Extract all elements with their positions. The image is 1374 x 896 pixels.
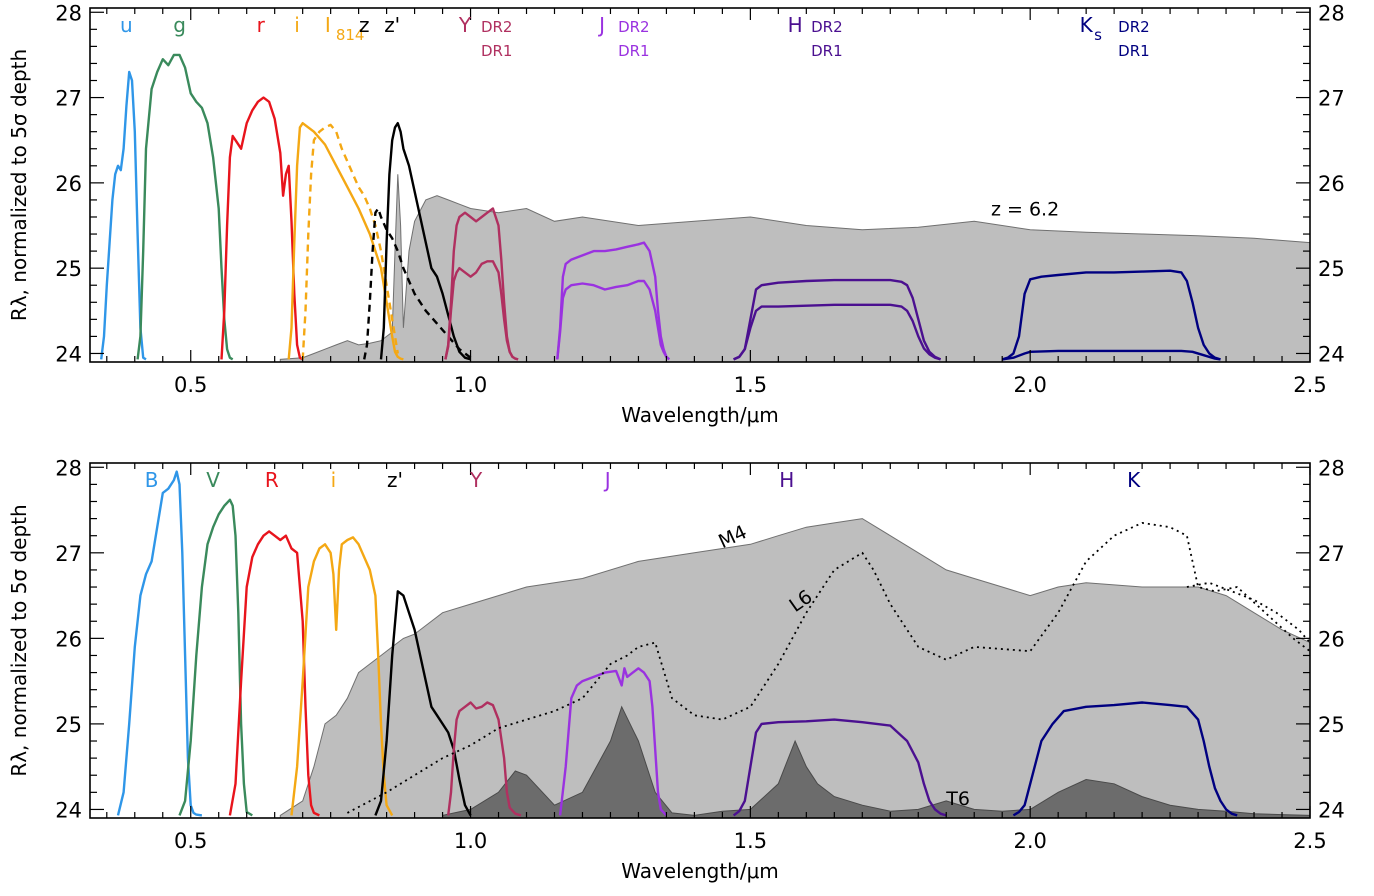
series-line-12 — [733, 303, 941, 361]
series-line-0 — [100, 70, 147, 361]
y-axis-label: Rλ, normalized to 5σ depth — [7, 504, 31, 776]
series-line-2 — [228, 530, 320, 817]
band-label: H — [788, 13, 803, 37]
series-line-5 — [363, 207, 472, 360]
y-tick-label-left: 26 — [55, 172, 82, 196]
plot-area — [116, 470, 1310, 818]
y-tick-label-left: 26 — [55, 627, 82, 651]
plot-frame — [89, 462, 1311, 819]
y-tick-label-right: 25 — [1318, 257, 1345, 281]
y-tick-label-left: 27 — [55, 87, 82, 111]
series-line-8 — [444, 260, 519, 361]
band-label-dr2: DR2 — [811, 18, 843, 36]
series-line-14 — [1002, 349, 1221, 361]
x-tick-label: 1.0 — [454, 373, 487, 397]
y-tick-label-left: 24 — [55, 798, 82, 822]
y-tick-label-left: 27 — [55, 542, 82, 566]
series-line-7 — [732, 718, 947, 817]
band-label: i — [294, 13, 300, 37]
series-line-0 — [116, 470, 203, 817]
x-tick-label: 1.5 — [734, 829, 767, 853]
x-tick-label: 1.0 — [454, 829, 487, 853]
series-line-4 — [301, 123, 399, 360]
series-line-2 — [220, 96, 304, 361]
band-label: B — [145, 468, 159, 492]
band-label: J — [597, 13, 605, 37]
band-label: g — [173, 13, 186, 37]
band-label: Y — [469, 468, 483, 492]
x-tick-label: 1.5 — [734, 373, 767, 397]
redshift-annotation: z = 6.2 — [991, 198, 1059, 220]
panel-top: 0.5 1.0 1.5 2.0 2.5 24 24 25 25 26 26 27 27 28 28 Wavel… — [7, 1, 1345, 427]
x-tick-label: 0.5 — [174, 373, 207, 397]
band-label-dr2: DR2 — [481, 18, 513, 36]
band-label: K — [1127, 468, 1141, 492]
y-tick-label-right: 28 — [1318, 1, 1345, 25]
y-tick-label-right: 25 — [1318, 713, 1345, 737]
x-tick-label: 2.0 — [1013, 373, 1046, 397]
y-tick-label-left: 25 — [55, 257, 82, 281]
series-line-9 — [556, 241, 670, 361]
y-tick-label-right: 27 — [1318, 87, 1345, 111]
series-line-1 — [178, 498, 253, 817]
band-label-dr1: DR1 — [618, 42, 650, 60]
band-label-dr1: DR1 — [1118, 42, 1150, 60]
band-label: H — [779, 468, 794, 492]
x-tick-label: 0.5 — [174, 829, 207, 853]
band-label: I — [325, 13, 331, 37]
x-axis-label: Wavelength/μm — [621, 859, 779, 883]
x-tick-label: 2.5 — [1293, 829, 1326, 853]
y-axis-label: Rλ, normalized to 5σ depth — [7, 49, 31, 321]
y-tick-label-left: 25 — [55, 713, 82, 737]
x-tick-label: 2.5 — [1293, 373, 1326, 397]
series-line-8 — [1012, 701, 1238, 817]
series-line-3 — [287, 122, 404, 361]
y-tick-label-right: 26 — [1318, 627, 1345, 651]
band-label: u — [120, 13, 133, 37]
band-label: i — [331, 468, 337, 492]
plot-frame — [89, 7, 1311, 363]
y-tick-label-right: 26 — [1318, 172, 1345, 196]
shaded-spectrum-1 — [442, 705, 1310, 818]
series-line-3 — [290, 536, 394, 816]
y-tick-label-right: 28 — [1318, 456, 1345, 480]
band-label-dr1: DR1 — [811, 42, 843, 60]
y-tick-label-left: 24 — [55, 342, 82, 366]
series-line-11 — [733, 278, 942, 361]
y-tick-label-left: 28 — [55, 456, 82, 480]
y-tick-label-right: 24 — [1318, 798, 1345, 822]
x-tick-label: 2.0 — [1013, 829, 1046, 853]
shaded-spectrum-0 — [279, 518, 1310, 818]
band-label-dr1: DR1 — [481, 42, 513, 60]
y-tick-label-left: 28 — [55, 1, 82, 25]
series-line-10 — [556, 279, 670, 361]
band-label: J — [603, 468, 611, 492]
band-label: z' — [387, 468, 403, 492]
band-label-dr2: DR2 — [1118, 18, 1150, 36]
band-label: z — [359, 13, 370, 37]
series-line-5 — [447, 701, 522, 817]
band-label: R — [265, 468, 279, 492]
band-label: K — [1080, 13, 1094, 37]
panel-bottom: 0.5 1.0 1.5 2.0 2.5 24 24 25 25 26 26 27 27 28 28 Wavel… — [7, 456, 1345, 883]
band-label: V — [206, 468, 220, 492]
shaded-spectrum-0 — [279, 174, 1310, 362]
plot-area — [100, 53, 1310, 362]
spectrum-annotation: T6 — [945, 788, 970, 810]
band-label: r — [257, 13, 266, 37]
series-line-6 — [558, 667, 668, 817]
y-tick-label-right: 27 — [1318, 542, 1345, 566]
series-line-1 — [136, 53, 234, 361]
band-label-sub: s — [1094, 26, 1102, 44]
x-axis-label: Wavelength/μm — [621, 403, 779, 427]
band-label-sub: 814 — [336, 26, 365, 44]
series-line-13 — [1001, 269, 1221, 361]
band-label: Y — [458, 13, 472, 37]
y-tick-label-right: 24 — [1318, 342, 1345, 366]
band-label-dr2: DR2 — [618, 18, 650, 36]
series-line-4 — [374, 590, 472, 816]
band-label: z' — [384, 13, 400, 37]
